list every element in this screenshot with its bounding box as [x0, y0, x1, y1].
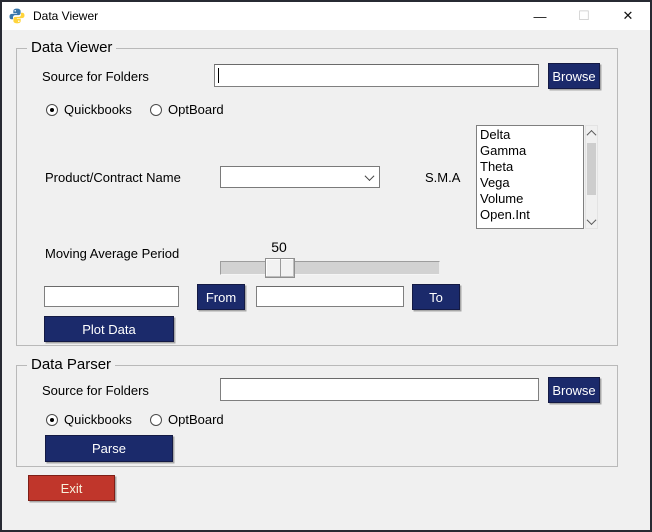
from-button[interactable]: From: [197, 284, 245, 310]
from-date-input[interactable]: [44, 286, 179, 307]
to-button[interactable]: To: [412, 284, 460, 310]
radio-quickbooks-parser-label[interactable]: Quickbooks: [64, 412, 132, 427]
to-button-label: To: [429, 289, 443, 305]
moving-average-label: Moving Average Period: [45, 246, 180, 261]
chevron-down-icon[interactable]: [359, 170, 379, 181]
scrollbar-thumb[interactable]: [587, 143, 596, 195]
product-contract-combobox[interactable]: [220, 166, 380, 188]
scroll-up-icon[interactable]: [586, 126, 597, 140]
from-button-label: From: [205, 289, 237, 305]
list-item[interactable]: Vega: [480, 175, 510, 190]
exit-button-label: Exit: [60, 480, 83, 496]
radio-quickbooks-parser[interactable]: Quickbooks: [46, 412, 132, 427]
parse-button-label: Parse: [92, 441, 126, 456]
list-item[interactable]: Theta: [480, 159, 514, 174]
exit-button[interactable]: Exit: [28, 475, 115, 501]
radio-unselected-icon[interactable]: [150, 413, 162, 426]
list-item[interactable]: Gamma: [480, 143, 527, 158]
moving-average-slider[interactable]: [220, 258, 440, 278]
title-bar: Data Viewer — ☐ ✕: [2, 2, 650, 30]
plot-data-button[interactable]: Plot Data: [44, 316, 174, 342]
listbox-scrollbar[interactable]: [585, 125, 598, 229]
source-for-folders-label-parser: Source for Folders: [42, 383, 149, 398]
radio-unselected-icon[interactable]: [150, 103, 162, 116]
plot-data-button-label: Plot Data: [82, 321, 136, 337]
source-for-folders-label: Source for Folders: [42, 69, 149, 84]
radio-optboard-parser-label[interactable]: OptBoard: [168, 412, 224, 427]
window-title: Data Viewer: [33, 9, 99, 23]
list-item[interactable]: Volume: [480, 191, 524, 206]
browse-button-parser-label: Browse: [552, 382, 596, 398]
parse-button[interactable]: Parse: [45, 435, 173, 462]
scroll-down-icon[interactable]: [586, 214, 597, 228]
slider-value: 50: [271, 239, 287, 255]
python-logo-icon: [9, 8, 25, 24]
radio-selected-icon[interactable]: [46, 413, 58, 426]
radio-quickbooks-viewer[interactable]: Quickbooks: [46, 102, 132, 117]
close-button[interactable]: ✕: [622, 8, 634, 23]
data-viewer-groupbox: Data Viewer: [16, 39, 618, 346]
radio-quickbooks-label[interactable]: Quickbooks: [64, 102, 132, 117]
radio-optboard-viewer[interactable]: OptBoard: [150, 102, 224, 117]
browse-button-label: Browse: [552, 68, 596, 84]
text-caret: [218, 68, 219, 83]
source-folders-input[interactable]: [214, 64, 539, 87]
list-item[interactable]: Delta: [480, 127, 511, 142]
product-contract-label: Product/Contract Name: [45, 170, 181, 185]
to-date-input[interactable]: [256, 286, 404, 307]
sma-label: S.M.A: [425, 170, 461, 185]
browse-button-viewer[interactable]: Browse: [548, 63, 600, 89]
sma-listbox[interactable]: Delta Gamma Theta Vega Volume Open.Int: [476, 125, 584, 229]
list-item[interactable]: Open.Int: [480, 207, 530, 222]
radio-optboard-label[interactable]: OptBoard: [168, 102, 224, 117]
browse-button-parser[interactable]: Browse: [548, 377, 600, 403]
radio-optboard-parser[interactable]: OptBoard: [150, 412, 224, 427]
radio-selected-icon[interactable]: [46, 103, 58, 116]
slider-handle[interactable]: [265, 258, 295, 278]
data-parser-groupbox: Data Parser: [16, 356, 618, 467]
source-folders-input-parser[interactable]: [220, 378, 539, 401]
minimize-button[interactable]: —: [533, 8, 547, 24]
maximize-button[interactable]: ☐: [578, 8, 590, 23]
data-viewer-legend: Data Viewer: [27, 39, 117, 56]
data-parser-legend: Data Parser: [27, 356, 116, 373]
